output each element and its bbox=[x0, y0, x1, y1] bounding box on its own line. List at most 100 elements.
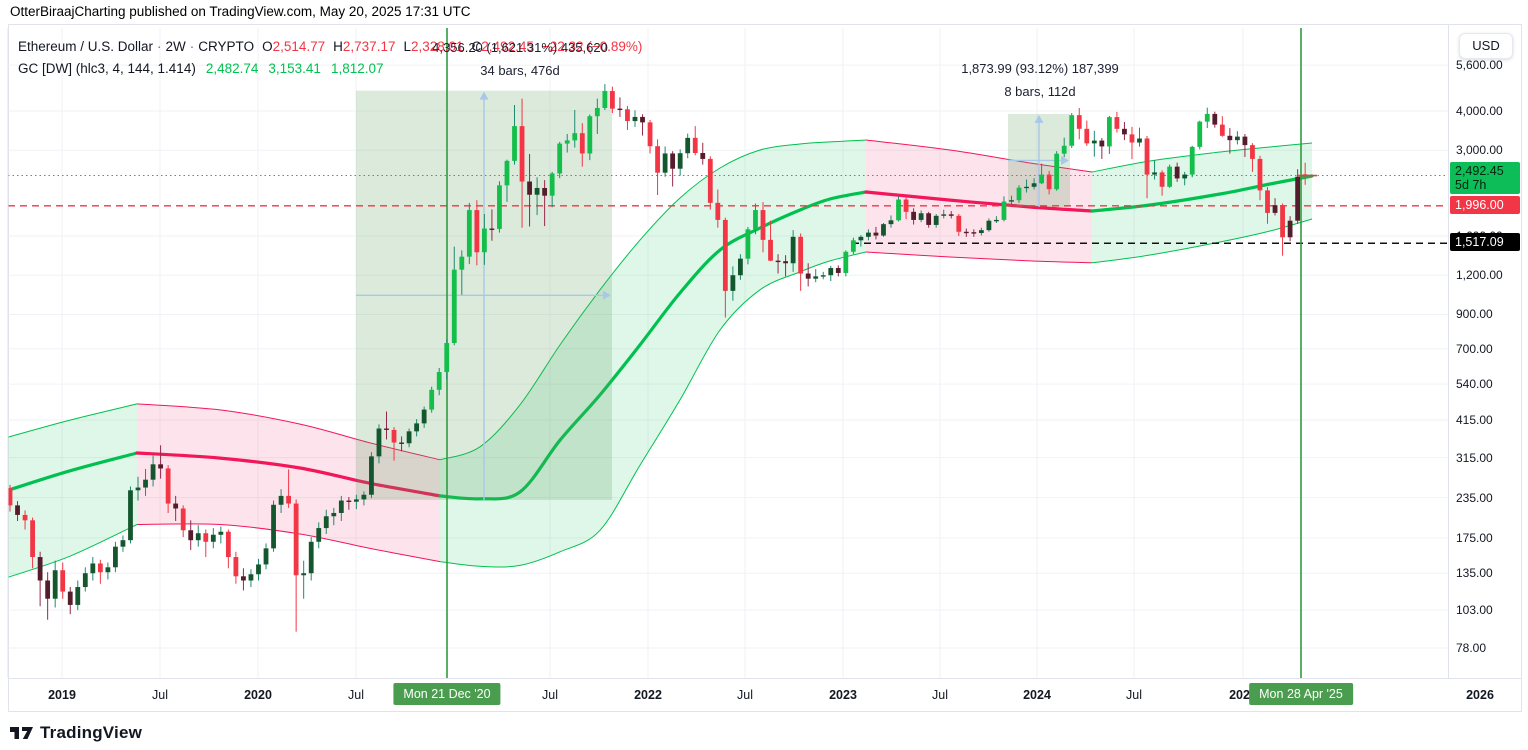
chart-widget bbox=[8, 24, 1522, 712]
candle bbox=[384, 428, 389, 430]
candle bbox=[497, 185, 502, 229]
price-tick-label: 235.00 bbox=[1456, 490, 1493, 505]
candlestick-series bbox=[8, 84, 1308, 632]
candle bbox=[128, 490, 133, 541]
candle bbox=[195, 533, 201, 541]
candle bbox=[1076, 115, 1082, 129]
candle bbox=[22, 514, 28, 521]
symbol-name[interactable]: Ethereum / U.S. Dollar bbox=[18, 39, 154, 54]
candle bbox=[481, 228, 487, 253]
price-tick-label: 900.00 bbox=[1456, 307, 1493, 322]
candle bbox=[918, 213, 924, 220]
channel-centerline-up bbox=[8, 451, 139, 492]
change-value: −22.32 (−0.89%) bbox=[541, 39, 643, 54]
candle bbox=[1024, 186, 1029, 189]
candle bbox=[1257, 158, 1263, 191]
price-tick-label: 315.00 bbox=[1456, 450, 1493, 465]
current-price-badge: 2,492.45 5d 7h bbox=[1450, 161, 1520, 194]
candle bbox=[1250, 145, 1255, 159]
candle bbox=[753, 210, 758, 230]
time-tick-label: Jul bbox=[737, 688, 753, 702]
price-tick-label: 103.00 bbox=[1456, 603, 1493, 618]
candle bbox=[150, 464, 156, 480]
candle bbox=[700, 152, 706, 159]
candle bbox=[685, 137, 691, 154]
candle bbox=[602, 91, 608, 108]
candle bbox=[353, 499, 359, 502]
candle bbox=[143, 479, 148, 488]
symbol-legend-row[interactable]: Ethereum / U.S. Dollar · 2W · CRYPTO O2,514.7… bbox=[18, 39, 643, 54]
candle bbox=[670, 153, 676, 169]
candle bbox=[406, 431, 412, 444]
candle bbox=[768, 239, 773, 261]
channel-band-up bbox=[1092, 143, 1312, 263]
candle bbox=[1001, 201, 1007, 220]
candle bbox=[1204, 113, 1210, 122]
channel-centerline-down bbox=[864, 190, 1094, 213]
candle bbox=[1099, 140, 1105, 147]
candle bbox=[1212, 113, 1218, 125]
candle bbox=[1039, 174, 1045, 184]
candle bbox=[504, 160, 510, 186]
candle bbox=[113, 546, 118, 568]
candle bbox=[911, 211, 916, 220]
candle bbox=[527, 181, 532, 195]
candle bbox=[978, 230, 984, 234]
open-label: O bbox=[262, 39, 273, 54]
currency-unit-button[interactable]: USD bbox=[1459, 33, 1513, 59]
price-scale[interactable]: USD 5,600.004,000.003,000.001,600.001,20… bbox=[1448, 24, 1522, 678]
candle bbox=[90, 563, 96, 574]
candle bbox=[444, 343, 450, 373]
candle bbox=[866, 232, 871, 237]
candle bbox=[549, 173, 555, 196]
candle bbox=[1152, 172, 1157, 175]
channel-centerline-down bbox=[135, 451, 442, 498]
candle bbox=[391, 429, 397, 443]
candle bbox=[1227, 135, 1233, 141]
tradingview-footer[interactable]: TradingView bbox=[10, 720, 142, 746]
candle bbox=[241, 576, 246, 581]
candle bbox=[677, 153, 683, 169]
candle bbox=[248, 574, 254, 581]
candle bbox=[263, 548, 269, 565]
candle bbox=[835, 268, 841, 273]
candle bbox=[933, 215, 939, 225]
interval-label[interactable]: 2W bbox=[165, 39, 186, 54]
date-price-range-tool-1[interactable] bbox=[356, 90, 612, 500]
candle bbox=[587, 116, 593, 154]
price-tick-label: 415.00 bbox=[1456, 413, 1493, 428]
price-tick-label: 3,000.00 bbox=[1456, 143, 1503, 158]
candle bbox=[572, 133, 578, 141]
candle bbox=[881, 224, 886, 236]
candle bbox=[331, 512, 337, 517]
candle bbox=[429, 389, 435, 410]
candle bbox=[346, 500, 352, 502]
candle bbox=[376, 428, 382, 457]
candle bbox=[941, 214, 947, 216]
candle bbox=[1182, 174, 1188, 179]
time-tick-label: 2022 bbox=[634, 688, 662, 702]
candle bbox=[1114, 117, 1120, 129]
open-value: 2,514.77 bbox=[272, 39, 326, 54]
candle bbox=[97, 563, 103, 573]
candle bbox=[805, 273, 811, 279]
candle bbox=[421, 409, 427, 424]
candle bbox=[986, 220, 992, 231]
price-tick-label: 78.00 bbox=[1456, 641, 1487, 656]
candle bbox=[903, 199, 909, 212]
indicator-name[interactable]: GC [DW] (hlc3, 4, 144, 1.414) bbox=[18, 61, 196, 76]
candle bbox=[256, 564, 261, 575]
candle bbox=[692, 137, 698, 153]
candle bbox=[888, 220, 894, 225]
candle bbox=[173, 503, 179, 509]
candle bbox=[75, 587, 81, 605]
indicator-legend-row[interactable]: GC [DW] (hlc3, 4, 144, 1.414) 2,482.74 3,1… bbox=[18, 58, 642, 80]
time-scale[interactable]: 2019 Jul 2020 Jul Jul 2022 Jul 2023 Jul 2024 Jul 20… bbox=[8, 678, 1522, 712]
range-measurement-label-2021: 4,356.20 (1,621.31%) 435,620 34 bars, 47… bbox=[432, 40, 608, 78]
price-tick-label: 175.00 bbox=[1456, 530, 1493, 545]
candle bbox=[1287, 220, 1293, 238]
candle bbox=[188, 530, 194, 541]
candle bbox=[338, 500, 344, 513]
candle bbox=[466, 210, 472, 257]
